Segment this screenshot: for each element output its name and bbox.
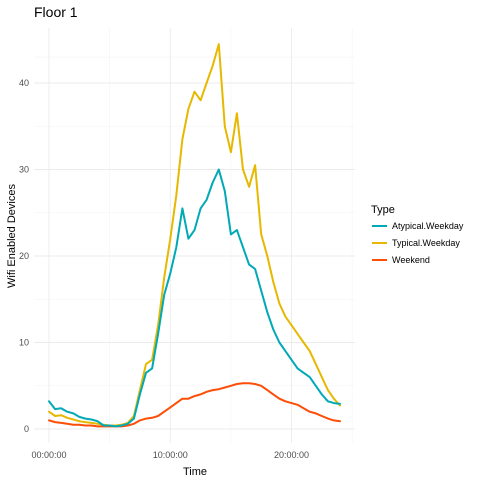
grid: [34, 28, 355, 443]
x-tick-labels: 00:00:00 10:00:00 20:00:00: [31, 450, 309, 460]
legend-label-typical-weekday: Typical.Weekday: [392, 238, 460, 248]
y-tick-label: 30: [19, 165, 29, 175]
x-axis-title: Time: [183, 466, 207, 478]
legend: Type Atypical.Weekday Typical.Weekday Week…: [371, 204, 464, 265]
x-tick-label: 20:00:00: [274, 450, 309, 460]
y-axis-title: Wifi Enabled Devices: [6, 184, 18, 288]
x-tick-label: 00:00:00: [31, 450, 66, 460]
y-tick-labels: 0 10 20 30 40: [19, 78, 29, 434]
y-tick-label: 0: [24, 424, 29, 434]
series-line-weekend: [48, 382, 341, 428]
legend-title: Type: [371, 204, 395, 216]
y-tick-label: 10: [19, 338, 29, 348]
legend-label-weekend: Weekend: [392, 255, 430, 265]
chart-title: Floor 1: [34, 4, 78, 20]
plot-lines: [48, 43, 341, 428]
series-line-typical-weekday: [48, 43, 341, 427]
y-tick-label: 20: [19, 251, 29, 261]
series-line-atypical-weekday: [48, 168, 341, 428]
legend-label-atypical-weekday: Atypical.Weekday: [392, 221, 464, 231]
y-tick-label: 40: [19, 78, 29, 88]
x-tick-label: 10:00:00: [153, 450, 188, 460]
